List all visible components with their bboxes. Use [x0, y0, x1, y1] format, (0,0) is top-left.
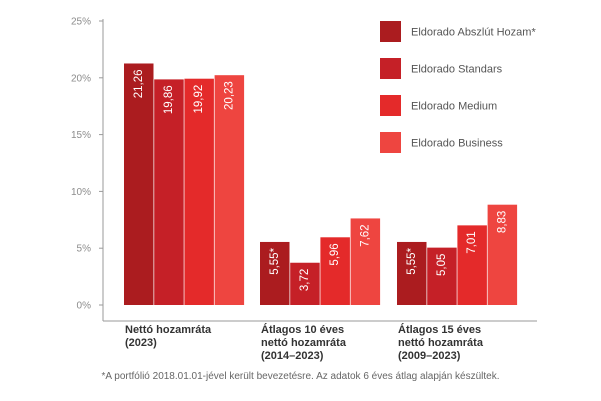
- y-tick-label: 0%: [77, 301, 92, 312]
- bar: [487, 204, 518, 305]
- bar: [427, 247, 457, 305]
- data-label: 5,55*: [269, 247, 281, 274]
- legend-label: Eldorado Medium: [411, 101, 497, 113]
- legend-label: Eldorado Business: [411, 138, 503, 150]
- legend-swatch: [380, 58, 401, 79]
- data-label: 5,96: [329, 243, 341, 265]
- bar: [320, 237, 350, 305]
- bar: [290, 262, 320, 305]
- y-tick-label: 5%: [77, 244, 92, 255]
- y-tick-label: 10%: [71, 187, 91, 198]
- legend-swatch: [380, 95, 401, 116]
- category-label: nettó hozamráta: [261, 337, 347, 349]
- bars: 21,26 5,55* 5,55* 19,86 3,72 5,05 19,92 5,96 7,0…: [124, 63, 518, 306]
- bar: [184, 78, 214, 305]
- y-tick-label: 20%: [71, 73, 91, 84]
- data-label: 20,23: [223, 81, 235, 110]
- legend: Eldorado Abszlút Hozam* Eldorado Standars…: [380, 21, 536, 153]
- y-tick-label: 15%: [71, 130, 91, 141]
- data-label: 21,26: [133, 69, 145, 98]
- data-label: 3,72: [299, 269, 311, 291]
- y-tick-label: 25%: [71, 17, 91, 28]
- y-axis: 0% 5% 10% 15% 20% 25%: [71, 17, 537, 322]
- category-labels: Nettó hozamráta(2023)Átlagos 10 évesnett…: [125, 323, 484, 362]
- bar: [124, 63, 154, 305]
- legend-swatch: [380, 132, 401, 153]
- data-label: 7,01: [466, 231, 478, 253]
- footnote: *A portfólió 2018.01.01-jével került bev…: [101, 371, 500, 382]
- bar: [214, 75, 245, 306]
- bar: [457, 225, 487, 305]
- bar: [260, 241, 290, 305]
- data-label: 19,86: [163, 85, 175, 114]
- legend-label: Eldorado Abszlút Hozam*: [411, 27, 536, 39]
- category-label: (2014–2023): [261, 350, 324, 362]
- bar: [350, 218, 381, 305]
- legend-swatch: [380, 21, 401, 42]
- bar: [397, 241, 427, 305]
- legend-label: Eldorado Standars: [411, 64, 503, 76]
- data-label: 8,83: [496, 211, 508, 233]
- category-label: Átlagos 15 éves: [398, 323, 481, 336]
- data-label: 19,92: [193, 85, 205, 114]
- category-label: Nettó hozamráta: [125, 324, 212, 336]
- category-label: (2023): [125, 337, 157, 349]
- category-label: (2009–2023): [398, 350, 461, 362]
- bar: [154, 79, 184, 305]
- data-label: 7,62: [359, 224, 371, 246]
- category-label: Átlagos 10 éves: [261, 323, 344, 336]
- category-label: nettó hozamráta: [398, 337, 484, 349]
- data-label: 5,05: [436, 254, 448, 276]
- data-label: 5,55*: [406, 247, 418, 274]
